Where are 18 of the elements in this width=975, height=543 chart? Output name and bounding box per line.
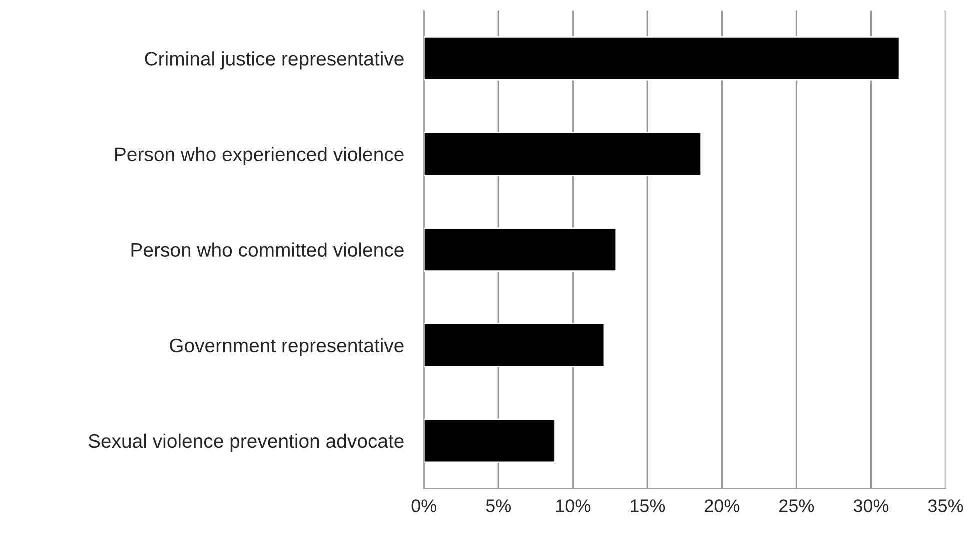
bar	[424, 418, 556, 464]
y-tick-label: Sexual violence prevention advocate	[88, 434, 404, 452]
x-tick-label: 20%	[705, 500, 740, 512]
x-tick-label: 15%	[630, 500, 666, 512]
x-tick-label: 0%	[412, 500, 437, 512]
bar	[424, 228, 618, 272]
x-tick-label: 30%	[854, 500, 889, 512]
x-tick-label: 10%	[556, 500, 591, 512]
y-tick-label: Person who committed violence	[132, 242, 404, 258]
bar	[424, 36, 900, 81]
bar	[424, 132, 702, 176]
x-tick-label: 25%	[780, 500, 814, 512]
bar	[424, 323, 606, 368]
y-tick-label: Government representative	[170, 338, 404, 356]
x-tick-label: 5%	[486, 500, 512, 512]
y-tick-label: Person who experienced violence	[116, 147, 404, 166]
x-tick-label: 35%	[928, 500, 964, 512]
y-tick-label: Criminal justice representative	[145, 52, 404, 70]
